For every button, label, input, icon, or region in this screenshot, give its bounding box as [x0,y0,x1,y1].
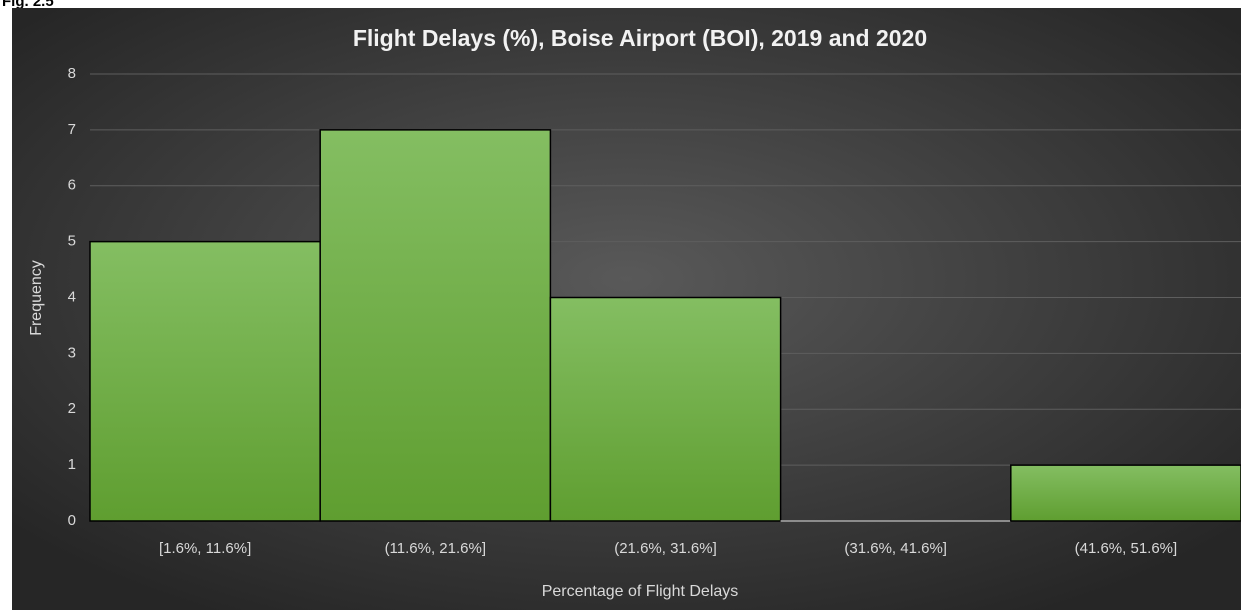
x-tick-label: (41.6%, 51.6%] [1075,540,1178,557]
y-tick-label: 6 [68,177,76,194]
bar [319,129,552,522]
y-axis-title: Frequency [28,260,45,336]
y-tick-label: 3 [68,344,76,361]
x-tick-label: (21.6%, 31.6%] [614,540,717,557]
y-tick-label: 5 [68,233,76,250]
x-axis-title: Percentage of Flight Delays [542,583,739,600]
x-tick-label: (11.6%, 21.6%] [385,540,486,557]
y-tick-label: 1 [68,456,76,473]
y-tick-label: 8 [68,65,76,82]
figure-label: Fig. 2.5 [2,0,54,10]
x-tick-label: [1.6%, 11.6%] [159,540,251,557]
chart-title: Flight Delays (%), Boise Airport (BOI), … [353,25,927,51]
y-tick-label: 4 [68,288,76,305]
bar [89,240,321,522]
bar [1010,464,1241,522]
y-tick-label: 2 [68,400,76,417]
y-tick-label: 0 [68,512,76,529]
y-tick-label: 7 [68,121,76,138]
x-tick-label: (31.6%, 41.6%] [844,540,947,557]
bar [549,296,782,522]
